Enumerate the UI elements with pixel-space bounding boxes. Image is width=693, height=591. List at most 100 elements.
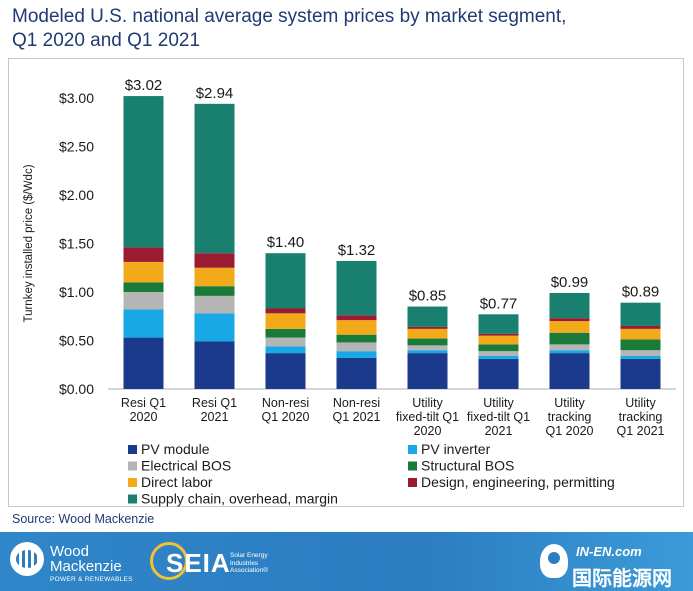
bar-segment-pv-inverter [620,356,661,359]
bar-segment-design [407,326,448,329]
in-en-mark-icon [540,544,568,578]
bar-segment-supply-chain [194,103,235,254]
legend-swatch [408,445,417,454]
bar-segment-structural-bos [265,328,306,338]
bar-segment-electrical-bos [549,344,590,351]
legend-label: Supply chain, overhead, margin [141,491,338,507]
legend-item-pv-module: PV module [128,441,210,457]
bar-segment-pv-module [407,353,448,389]
y-tick-label: $2.00 [59,187,94,203]
bar-segment-direct-labor [620,328,661,340]
y-tick-label: $1.00 [59,284,94,300]
x-tick-label: Resi Q1 2021 [192,396,237,424]
in-en-domain: IN-EN.com [576,544,642,559]
y-tick-label: $3.00 [59,90,94,106]
sun-icon [150,542,188,580]
bar-segment-supply-chain [549,292,590,319]
y-axis-label: Turnkey installed price ($/Wdc) [23,164,35,322]
bar-total-label: $1.32 [338,242,376,259]
legend-label: PV module [141,441,210,457]
bar-segment-structural-bos [123,282,164,292]
wood-mackenzie-subtitle: POWER & RENEWABLES [50,576,133,583]
total-labels: $3.02 $2.94 $1.40 $1.32 $0.85 $0.77 $0.99 $0.89 [125,77,660,312]
bar-segment-pv-inverter [549,350,590,354]
bar-segment-pv-module [336,357,377,389]
wood-mackenzie-name-line2: Mackenzie [50,558,122,575]
bars [123,96,661,389]
seia-logo: SEIA Solar Energy Industries Association… [150,536,280,586]
bar-total-label: $0.89 [622,284,660,301]
bar-segment-supply-chain [336,260,377,316]
legend-swatch [128,445,137,454]
legend-item-direct-labor: Direct labor [128,474,213,490]
bar-segment-pv-inverter [123,309,164,338]
category-labels: Resi Q1 2020 Resi Q1 2021 Non-resi Q1 2020 Non… [121,396,665,438]
bar-segment-design [336,315,377,321]
bar-segment-pv-module [123,337,164,389]
bar-segment-supply-chain [407,306,448,327]
bar-segment-direct-labor [478,335,519,345]
bar-total-label: $3.02 [125,77,163,94]
chart-title-line1: Modeled U.S. national average system pri… [12,6,567,27]
x-tick-label: Utility fixed-tilt Q1 2021 [467,396,530,438]
in-en-name: 国际能源网 [572,568,672,590]
legend: PV module PV inverter Electrical BOS Struct… [128,441,615,507]
bar-segment-structural-bos [194,286,235,296]
legend-item-supply-chain: Supply chain, overhead, margin [128,491,338,507]
bar-segment-direct-labor [265,313,306,329]
bar-segment-electrical-bos [407,345,448,351]
x-tick-label: Resi Q1 2020 [121,396,166,424]
bar-segment-design [478,333,519,336]
seia-wordmark: SEIA [166,548,231,578]
bar-segment-pv-module [549,353,590,389]
legend-label: Design, engineering, permitting [421,474,615,490]
bar-segment-direct-labor [194,267,235,287]
bar-segment-pv-inverter [336,351,377,358]
bar-total-label: $0.99 [551,274,589,291]
chart-title: Modeled U.S. national average system pri… [12,5,682,53]
bar-segment-pv-module [478,358,519,389]
bar-segment-pv-inverter [194,313,235,342]
x-tick-label: Utility fixed-tilt Q1 2020 [396,396,459,438]
y-tick-label: $0.50 [59,333,94,349]
bar-segment-electrical-bos [265,337,306,347]
legend-item-pv-inverter: PV inverter [408,441,491,457]
bar-total-label: $2.94 [196,85,234,102]
legend-item-electrical-bos: Electrical BOS [128,458,231,474]
bar-segment-design [194,253,235,268]
bar-total-label: $0.85 [409,288,447,305]
legend-swatch [128,478,137,487]
x-tick-label: Utility tracking Q1 2021 [617,396,665,438]
y-tick-label: $0.00 [59,381,94,397]
bar-segment-pv-module [620,358,661,389]
bar-segment-pv-module [194,341,235,389]
legend-label: PV inverter [421,441,491,457]
bar-segment-electrical-bos [123,292,164,310]
legend-label: Structural BOS [421,458,514,474]
x-tick-label: Utility tracking Q1 2020 [546,396,594,438]
chart-frame [8,58,684,507]
x-tick-label: Non-resi Q1 2021 [333,396,381,424]
bar-segment-structural-bos [478,344,519,352]
seia-subtitle: Solar Energy Industries Association® [230,552,269,574]
bar-segment-supply-chain [620,302,661,326]
legend-swatch [408,478,417,487]
bar-segment-electrical-bos [336,342,377,352]
footer-banner: Wood Mackenzie POWER & RENEWABLES SEIA S… [0,532,693,591]
bar-segment-electrical-bos [620,350,661,357]
legend-swatch [128,494,137,504]
y-axis: $0.00 $0.50 $1.00 $1.50 $2.00 $2.50 $3.00 Turnk… [23,90,676,397]
bar-total-label: $1.40 [267,234,305,251]
bar-segment-pv-inverter [478,356,519,359]
stacked-bar-chart: $0.00 $0.50 $1.00 $1.50 $2.00 $2.50 $3.00 Turnk… [23,77,676,507]
bar-segment-direct-labor [549,321,590,333]
wood-mackenzie-name-line1: Wood [50,543,89,560]
bar-segment-design [265,308,306,314]
bar-segment-supply-chain [265,253,306,309]
bar-segment-direct-labor [123,261,164,283]
legend-swatch [408,461,417,471]
in-en-logo: IN-EN.com 国际能源网 [540,536,690,590]
bar-segment-supply-chain [478,314,519,334]
bar-total-label: $0.77 [480,295,518,312]
bar-segment-structural-bos [549,332,590,345]
